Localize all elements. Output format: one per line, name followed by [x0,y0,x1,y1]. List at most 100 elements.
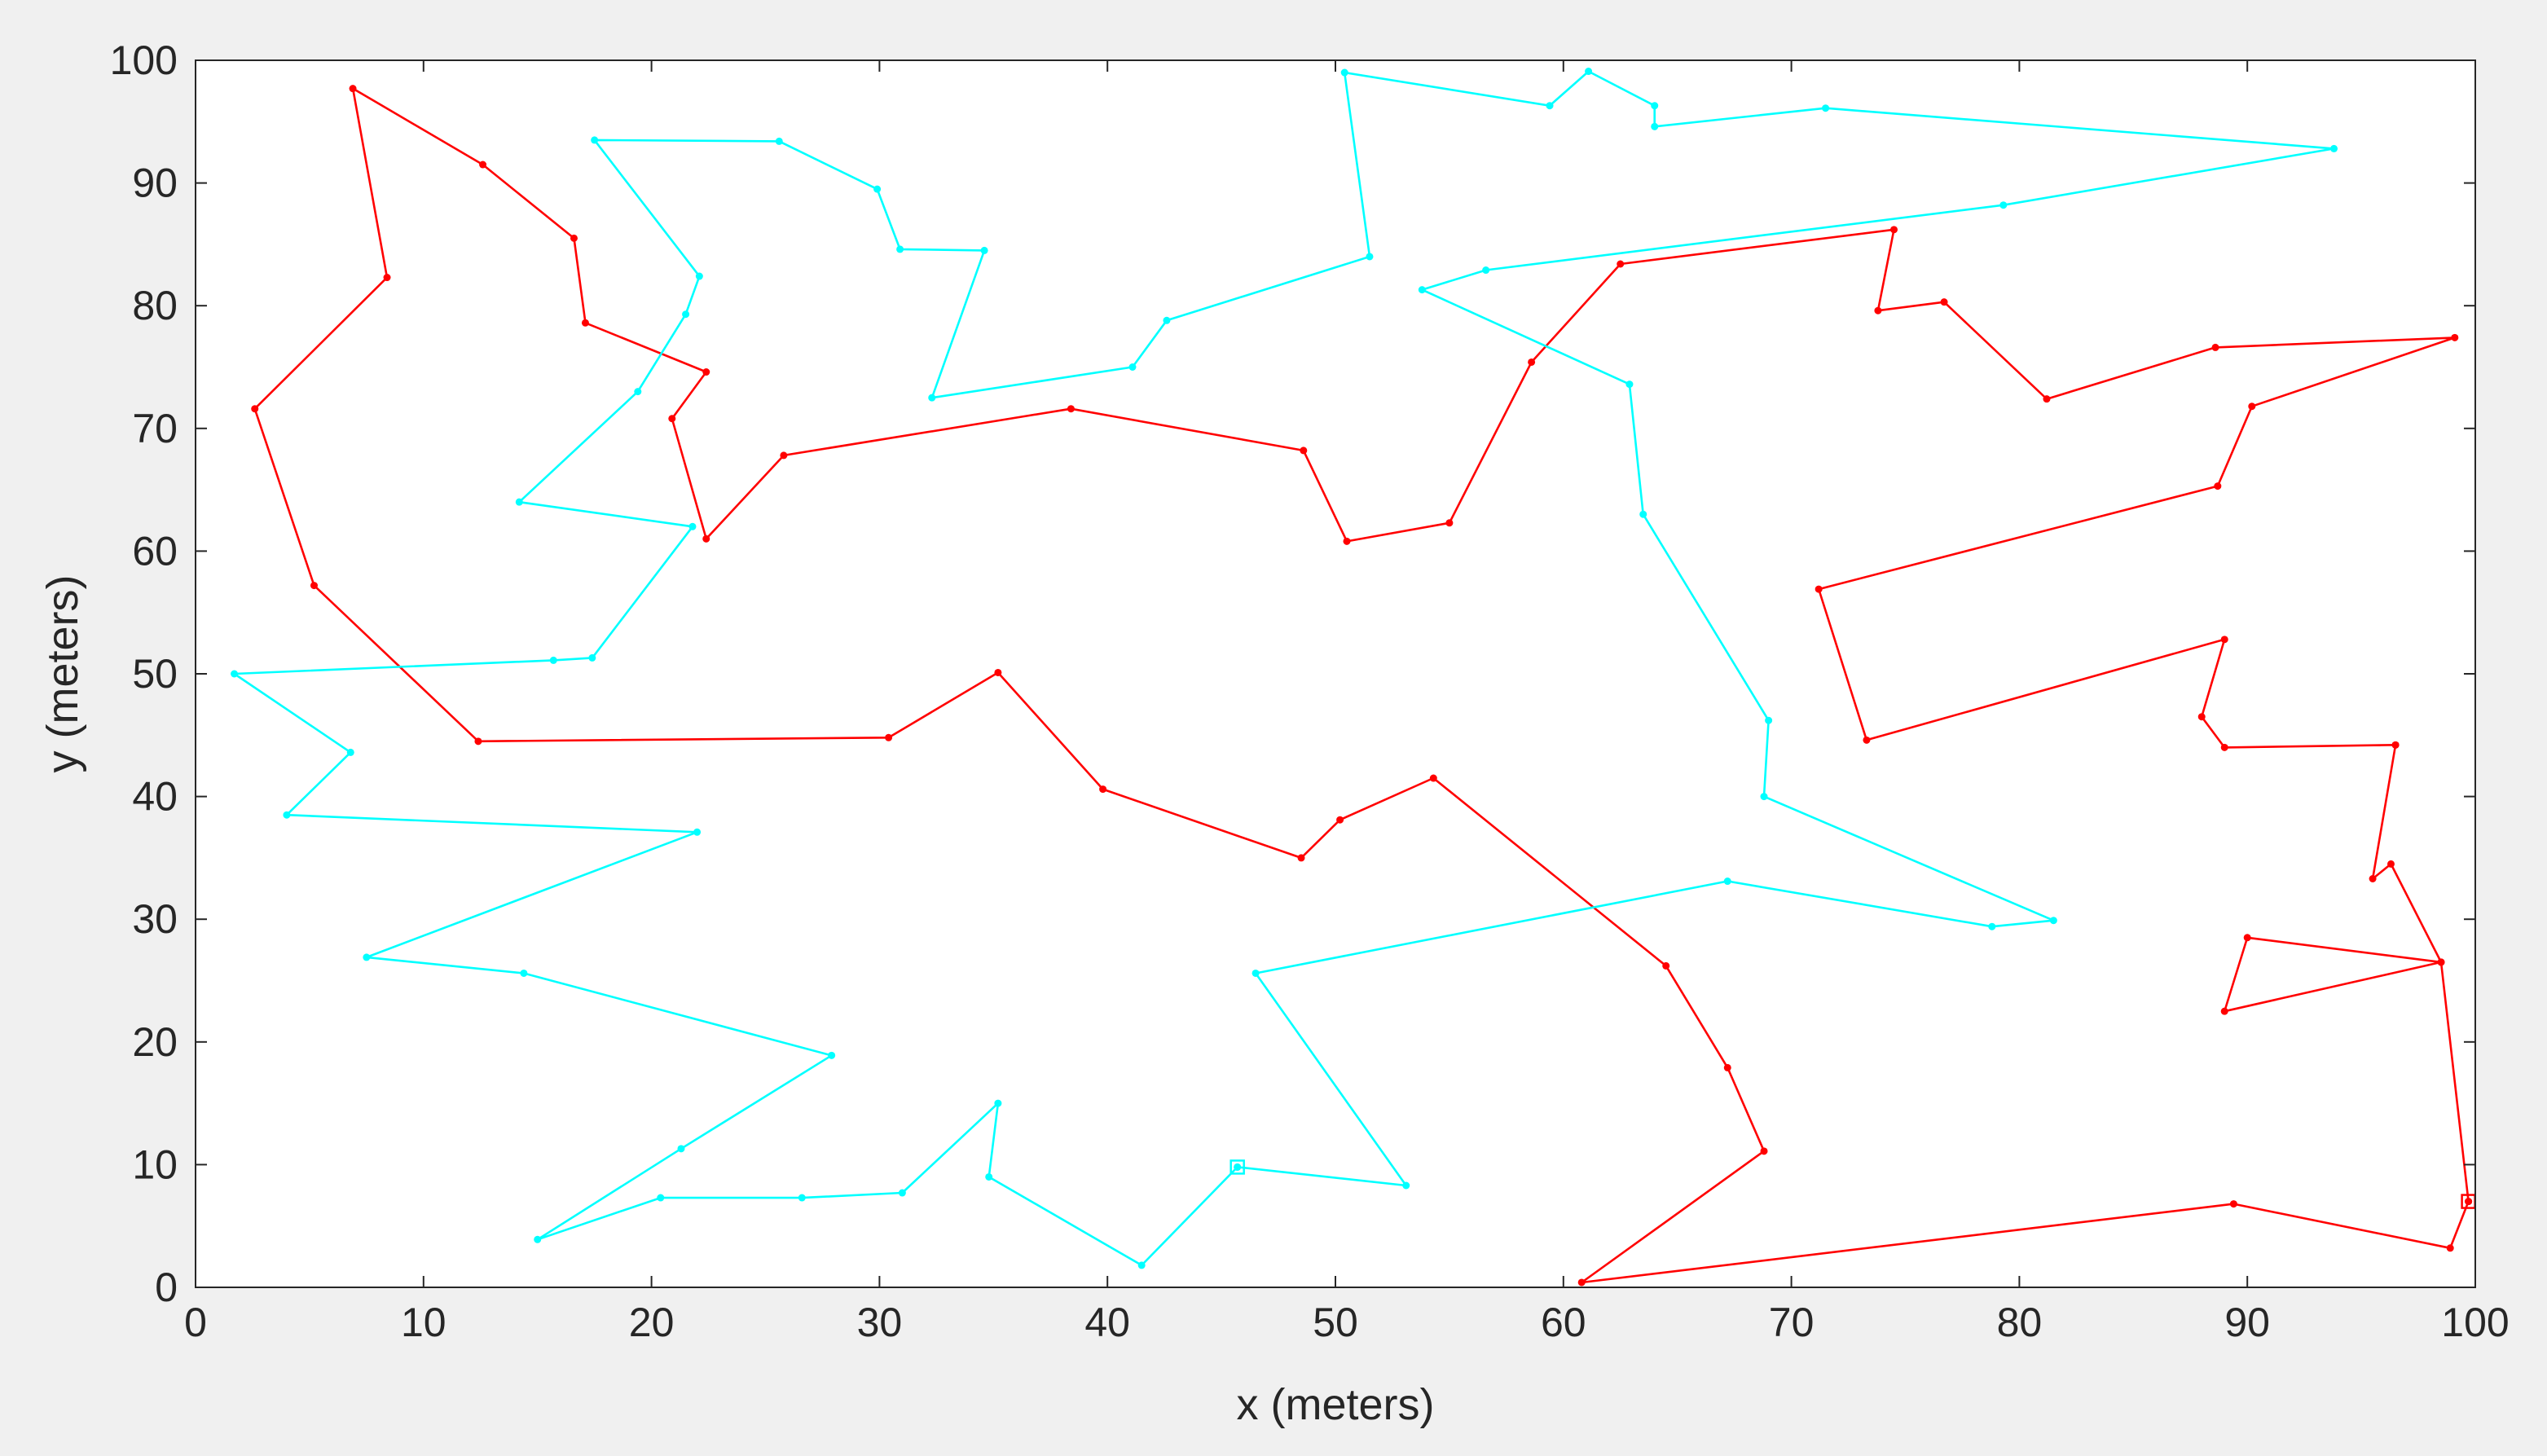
data-point [1546,102,1554,110]
data-point [1863,736,1871,744]
data-point [1760,793,1768,801]
x-tick-label: 40 [1084,1300,1130,1345]
series-layer [231,68,2476,1287]
data-point [1765,716,1773,724]
data-point [1300,446,1308,455]
data-point [1418,286,1426,294]
data-point [780,451,788,460]
data-point [1128,363,1137,371]
x-tick-label: 100 [2441,1300,2509,1345]
y-tick-label: 90 [132,161,178,206]
data-point [1234,1163,1242,1171]
y-tick-label: 30 [132,896,178,942]
data-point [581,319,589,327]
data-point [2220,743,2228,751]
y-tick-label: 10 [132,1141,178,1187]
x-tick-label: 0 [184,1300,207,1345]
data-point [1340,68,1348,77]
data-point [310,582,318,590]
y-tick-label: 20 [132,1019,178,1065]
data-point [2229,1200,2237,1208]
data-point [1343,537,1351,545]
y-axis: 0 10 20 30 40 50 60 70 80 90 100 [110,37,2475,1310]
data-point [668,415,676,423]
data-point [251,405,259,413]
series-1 [251,85,2476,1287]
data-point [1585,68,1593,76]
y-tick-label: 100 [110,37,178,83]
data-point [2451,333,2459,341]
data-point [231,670,239,678]
data-point [534,1235,542,1243]
plot-area [196,60,2475,1287]
data-point [1651,122,1659,130]
y-tick-label: 80 [132,283,178,328]
data-point [591,136,599,144]
data-point [2391,741,2400,749]
data-point [2220,636,2228,644]
data-point [2369,875,2377,883]
data-point [588,653,596,662]
x-axis-label: x (meters) [1237,1380,1435,1429]
data-point [896,245,904,253]
data-point [479,161,487,169]
data-point [1429,774,1437,782]
data-point [1137,1261,1146,1269]
data-point [928,394,936,402]
data-point [1252,969,1260,977]
data-point [693,828,702,836]
data-point [1445,519,1454,527]
data-point [2049,917,2057,925]
data-point [898,1189,906,1197]
data-point [2043,395,2051,403]
data-point [1651,102,1659,110]
data-point [1366,253,1374,261]
data-point [885,733,893,741]
data-point [682,310,690,319]
data-point [346,748,354,756]
start-marker [1230,1159,1245,1175]
data-point [702,534,710,543]
data-point [994,668,1002,676]
data-point [1297,854,1305,862]
data-point [798,1194,806,1202]
x-tick-label: 60 [1541,1300,1586,1345]
data-point [677,1145,685,1153]
x-tick-label: 30 [857,1300,903,1345]
y-tick-label: 0 [155,1265,178,1310]
data-point [695,272,703,280]
data-point [828,1051,836,1059]
data-point [549,656,557,664]
data-point [1067,405,1075,413]
y-tick-label: 70 [132,406,178,451]
data-point [1482,266,1490,275]
data-point [1999,201,2008,209]
data-point [2465,1198,2473,1206]
data-point [1402,1181,1410,1190]
data-point [1577,1278,1586,1287]
x-axis: 0 10 20 30 40 50 60 70 80 90 100 [184,60,2510,1345]
data-point [1890,226,1898,234]
x-tick-label: 20 [629,1300,675,1345]
data-point [2248,402,2256,411]
data-point [1528,358,1536,366]
data-point [515,498,523,506]
data-point [363,953,371,961]
data-point [1662,961,1670,970]
data-point [1760,1147,1768,1155]
data-point [985,1172,993,1181]
data-point [657,1194,665,1202]
data-point [570,234,578,242]
data-point [474,737,482,746]
data-point [1639,510,1647,518]
series-2 [231,68,2338,1269]
data-point [994,1099,1002,1107]
x-tick-label: 50 [1313,1300,1358,1345]
data-point [634,388,642,396]
y-tick-label: 60 [132,528,178,574]
data-point [2437,958,2445,966]
data-point [2214,482,2222,490]
data-point [1988,922,1996,930]
x-tick-label: 10 [401,1300,446,1345]
